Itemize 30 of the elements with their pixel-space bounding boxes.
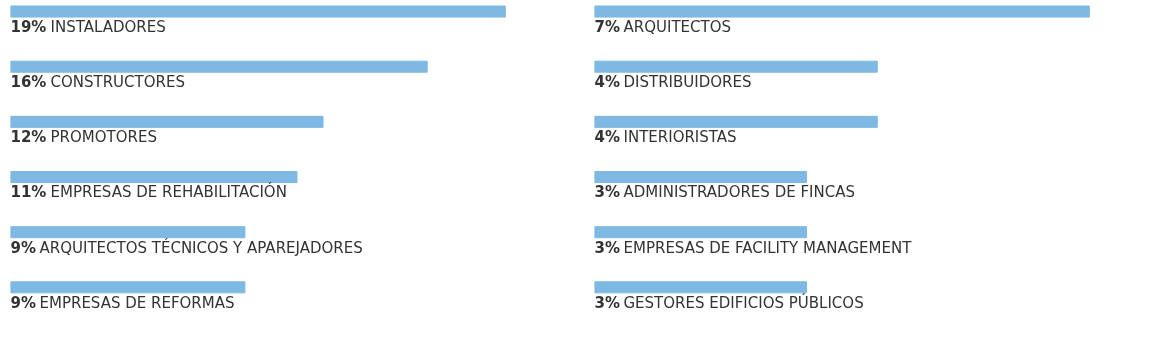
y-tick-label: CONSTRUCTORES — [50, 73, 185, 92]
data-label: 7% — [594, 17, 620, 36]
data-label: 16% — [10, 73, 47, 92]
y-tick-label: EMPRESAS DE REHABILITACIÓN — [50, 182, 287, 202]
bar — [10, 226, 246, 239]
y-tick-label: ARQUITECTOS TÉCNICOS Y APAREJADORES — [39, 237, 363, 257]
data-label: 3% — [594, 238, 620, 257]
y-tick-label: PROMOTORES — [50, 128, 157, 147]
bar — [10, 5, 506, 18]
y-tick-label: GESTORES EDIFICIOS PÚBLICOS — [623, 292, 864, 312]
data-label: 12% — [10, 128, 47, 147]
y-tick-label: ADMINISTRADORES DE FINCAS — [623, 183, 855, 202]
bar — [10, 281, 246, 294]
y-tick-label: EMPRESAS DE REFORMAS — [39, 293, 235, 312]
data-label: 4% — [594, 128, 620, 147]
y-tick-label: ARQUITECTOS — [623, 17, 731, 36]
data-label: 3% — [594, 293, 620, 312]
bar — [10, 115, 324, 128]
data-label: 3% — [594, 183, 620, 202]
data-label: 19% — [10, 17, 47, 36]
y-tick-label: INSTALADORES — [50, 17, 166, 36]
y-tick-label: DISTRIBUIDORES — [623, 73, 752, 92]
data-label: 9% — [10, 293, 36, 312]
data-label: 4% — [594, 73, 620, 92]
y-tick-label: INTERIORISTAS — [623, 128, 737, 147]
y-tick-label: EMPRESAS DE FACILITY MANAGEMENT — [623, 238, 913, 257]
data-label: 9% — [10, 238, 36, 257]
data-label: 11% — [10, 183, 47, 202]
bar — [10, 60, 428, 73]
bar — [10, 171, 298, 184]
